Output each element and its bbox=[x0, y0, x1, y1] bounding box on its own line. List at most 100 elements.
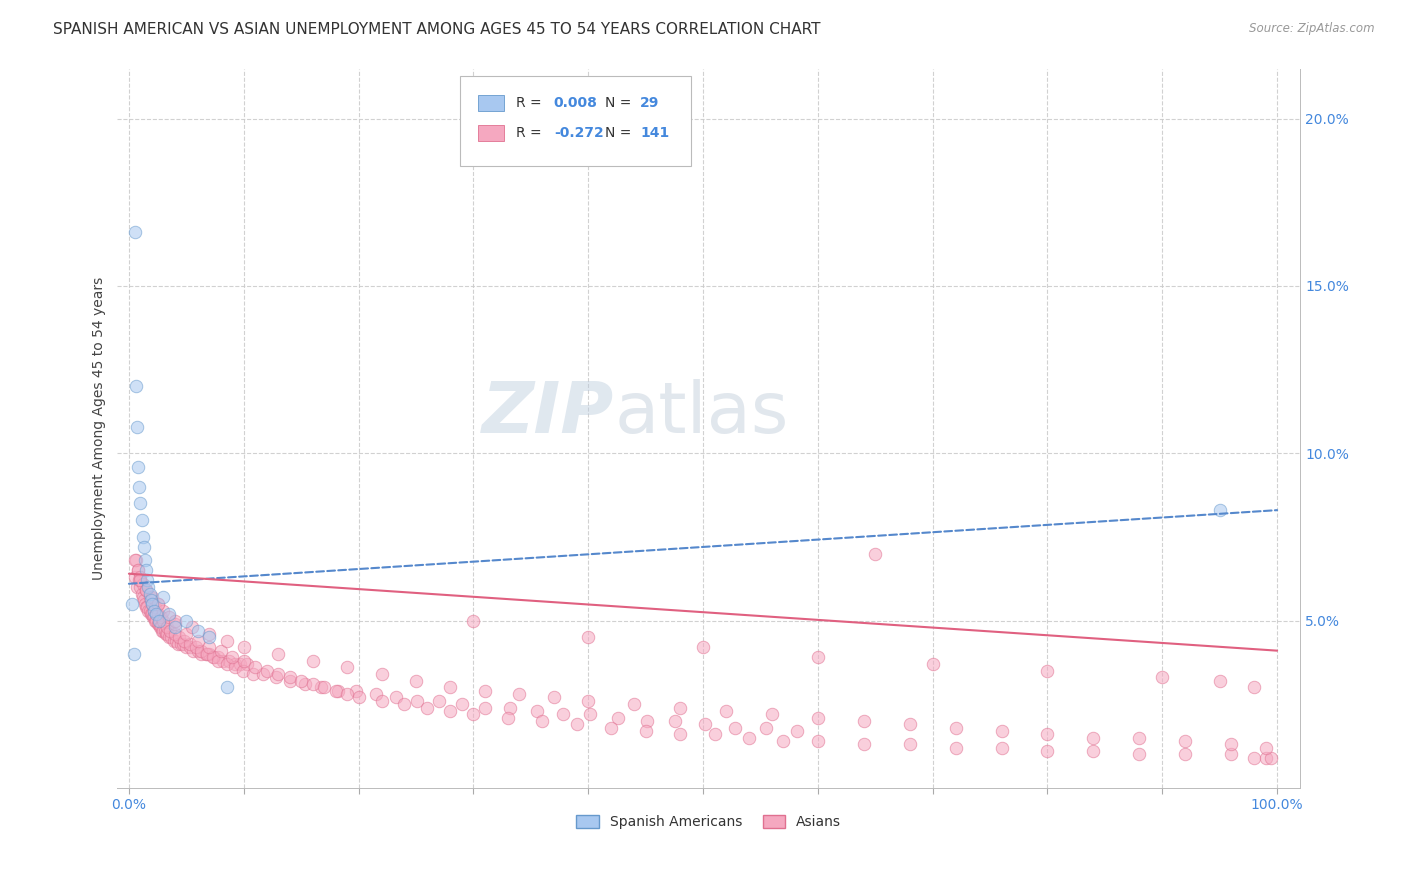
Point bbox=[370, 694, 392, 708]
Point bbox=[152, 624, 174, 638]
Point bbox=[692, 640, 714, 655]
Point bbox=[364, 687, 387, 701]
Point bbox=[163, 614, 186, 628]
Point bbox=[207, 654, 229, 668]
Point bbox=[1083, 731, 1105, 745]
Point bbox=[135, 600, 157, 615]
Point bbox=[125, 553, 148, 567]
Point bbox=[278, 673, 301, 688]
Point bbox=[176, 640, 198, 655]
Point bbox=[232, 664, 254, 678]
Point bbox=[163, 633, 186, 648]
Point bbox=[181, 643, 204, 657]
Point bbox=[755, 721, 778, 735]
Point bbox=[198, 647, 221, 661]
Point bbox=[565, 717, 588, 731]
Point bbox=[146, 597, 169, 611]
Point bbox=[439, 704, 461, 718]
Point bbox=[326, 683, 349, 698]
Point bbox=[607, 710, 630, 724]
Point bbox=[212, 654, 235, 668]
Point bbox=[761, 707, 783, 722]
Point bbox=[150, 610, 173, 624]
Point bbox=[181, 620, 204, 634]
Point bbox=[198, 640, 221, 655]
Point bbox=[245, 660, 267, 674]
Point bbox=[1209, 673, 1232, 688]
Point bbox=[301, 677, 323, 691]
Point bbox=[416, 700, 439, 714]
Point bbox=[190, 643, 212, 657]
Point bbox=[543, 690, 565, 705]
Point bbox=[1260, 750, 1282, 764]
Text: ZIP: ZIP bbox=[482, 379, 614, 449]
Point bbox=[136, 600, 159, 615]
Point bbox=[190, 647, 212, 661]
Point bbox=[122, 647, 145, 661]
Point bbox=[125, 580, 148, 594]
Text: 141: 141 bbox=[640, 127, 669, 140]
Point bbox=[157, 607, 180, 621]
Point bbox=[309, 681, 332, 695]
Point bbox=[149, 620, 172, 634]
Text: N =: N = bbox=[605, 127, 636, 140]
Point bbox=[209, 643, 232, 657]
Point bbox=[127, 563, 149, 577]
Point bbox=[176, 614, 198, 628]
Point bbox=[136, 574, 159, 588]
Point bbox=[156, 620, 179, 634]
Point bbox=[314, 681, 336, 695]
Point bbox=[131, 590, 153, 604]
Point bbox=[198, 630, 221, 644]
Point bbox=[146, 616, 169, 631]
Point bbox=[127, 459, 149, 474]
Point bbox=[921, 657, 943, 671]
Point bbox=[1243, 681, 1265, 695]
Text: 0.008: 0.008 bbox=[554, 96, 598, 110]
Point bbox=[427, 694, 450, 708]
Point bbox=[179, 637, 201, 651]
Point bbox=[215, 657, 238, 671]
Point bbox=[695, 717, 717, 731]
Point bbox=[474, 683, 496, 698]
Point bbox=[325, 683, 347, 698]
Point bbox=[145, 614, 167, 628]
Text: SPANISH AMERICAN VS ASIAN UNEMPLOYMENT AMONG AGES 45 TO 54 YEARS CORRELATION CHA: SPANISH AMERICAN VS ASIAN UNEMPLOYMENT A… bbox=[53, 22, 821, 37]
Point bbox=[576, 630, 599, 644]
Point bbox=[634, 723, 657, 738]
Point bbox=[163, 616, 186, 631]
Point bbox=[579, 707, 602, 722]
Point bbox=[194, 647, 217, 661]
Text: atlas: atlas bbox=[614, 379, 789, 449]
Point bbox=[664, 714, 686, 728]
FancyBboxPatch shape bbox=[478, 126, 505, 141]
Point bbox=[623, 697, 645, 711]
Point bbox=[807, 650, 830, 665]
Point bbox=[301, 654, 323, 668]
Point bbox=[146, 597, 169, 611]
Point bbox=[195, 647, 218, 661]
Point bbox=[176, 627, 198, 641]
Text: N =: N = bbox=[605, 96, 636, 110]
Point bbox=[148, 616, 170, 631]
Point bbox=[347, 690, 370, 705]
Point bbox=[163, 620, 186, 634]
Point bbox=[439, 681, 461, 695]
Point bbox=[1174, 734, 1197, 748]
Point bbox=[138, 587, 160, 601]
Point bbox=[215, 681, 238, 695]
Text: 29: 29 bbox=[640, 96, 659, 110]
Text: R =: R = bbox=[516, 127, 546, 140]
Point bbox=[148, 614, 170, 628]
Point bbox=[267, 647, 290, 661]
Point bbox=[724, 721, 747, 735]
Point bbox=[135, 583, 157, 598]
Point bbox=[1036, 664, 1059, 678]
Point bbox=[141, 597, 163, 611]
Point bbox=[898, 717, 921, 731]
Point bbox=[139, 593, 162, 607]
Point bbox=[129, 580, 152, 594]
Point bbox=[163, 627, 186, 641]
Point bbox=[714, 704, 737, 718]
Point bbox=[463, 614, 485, 628]
